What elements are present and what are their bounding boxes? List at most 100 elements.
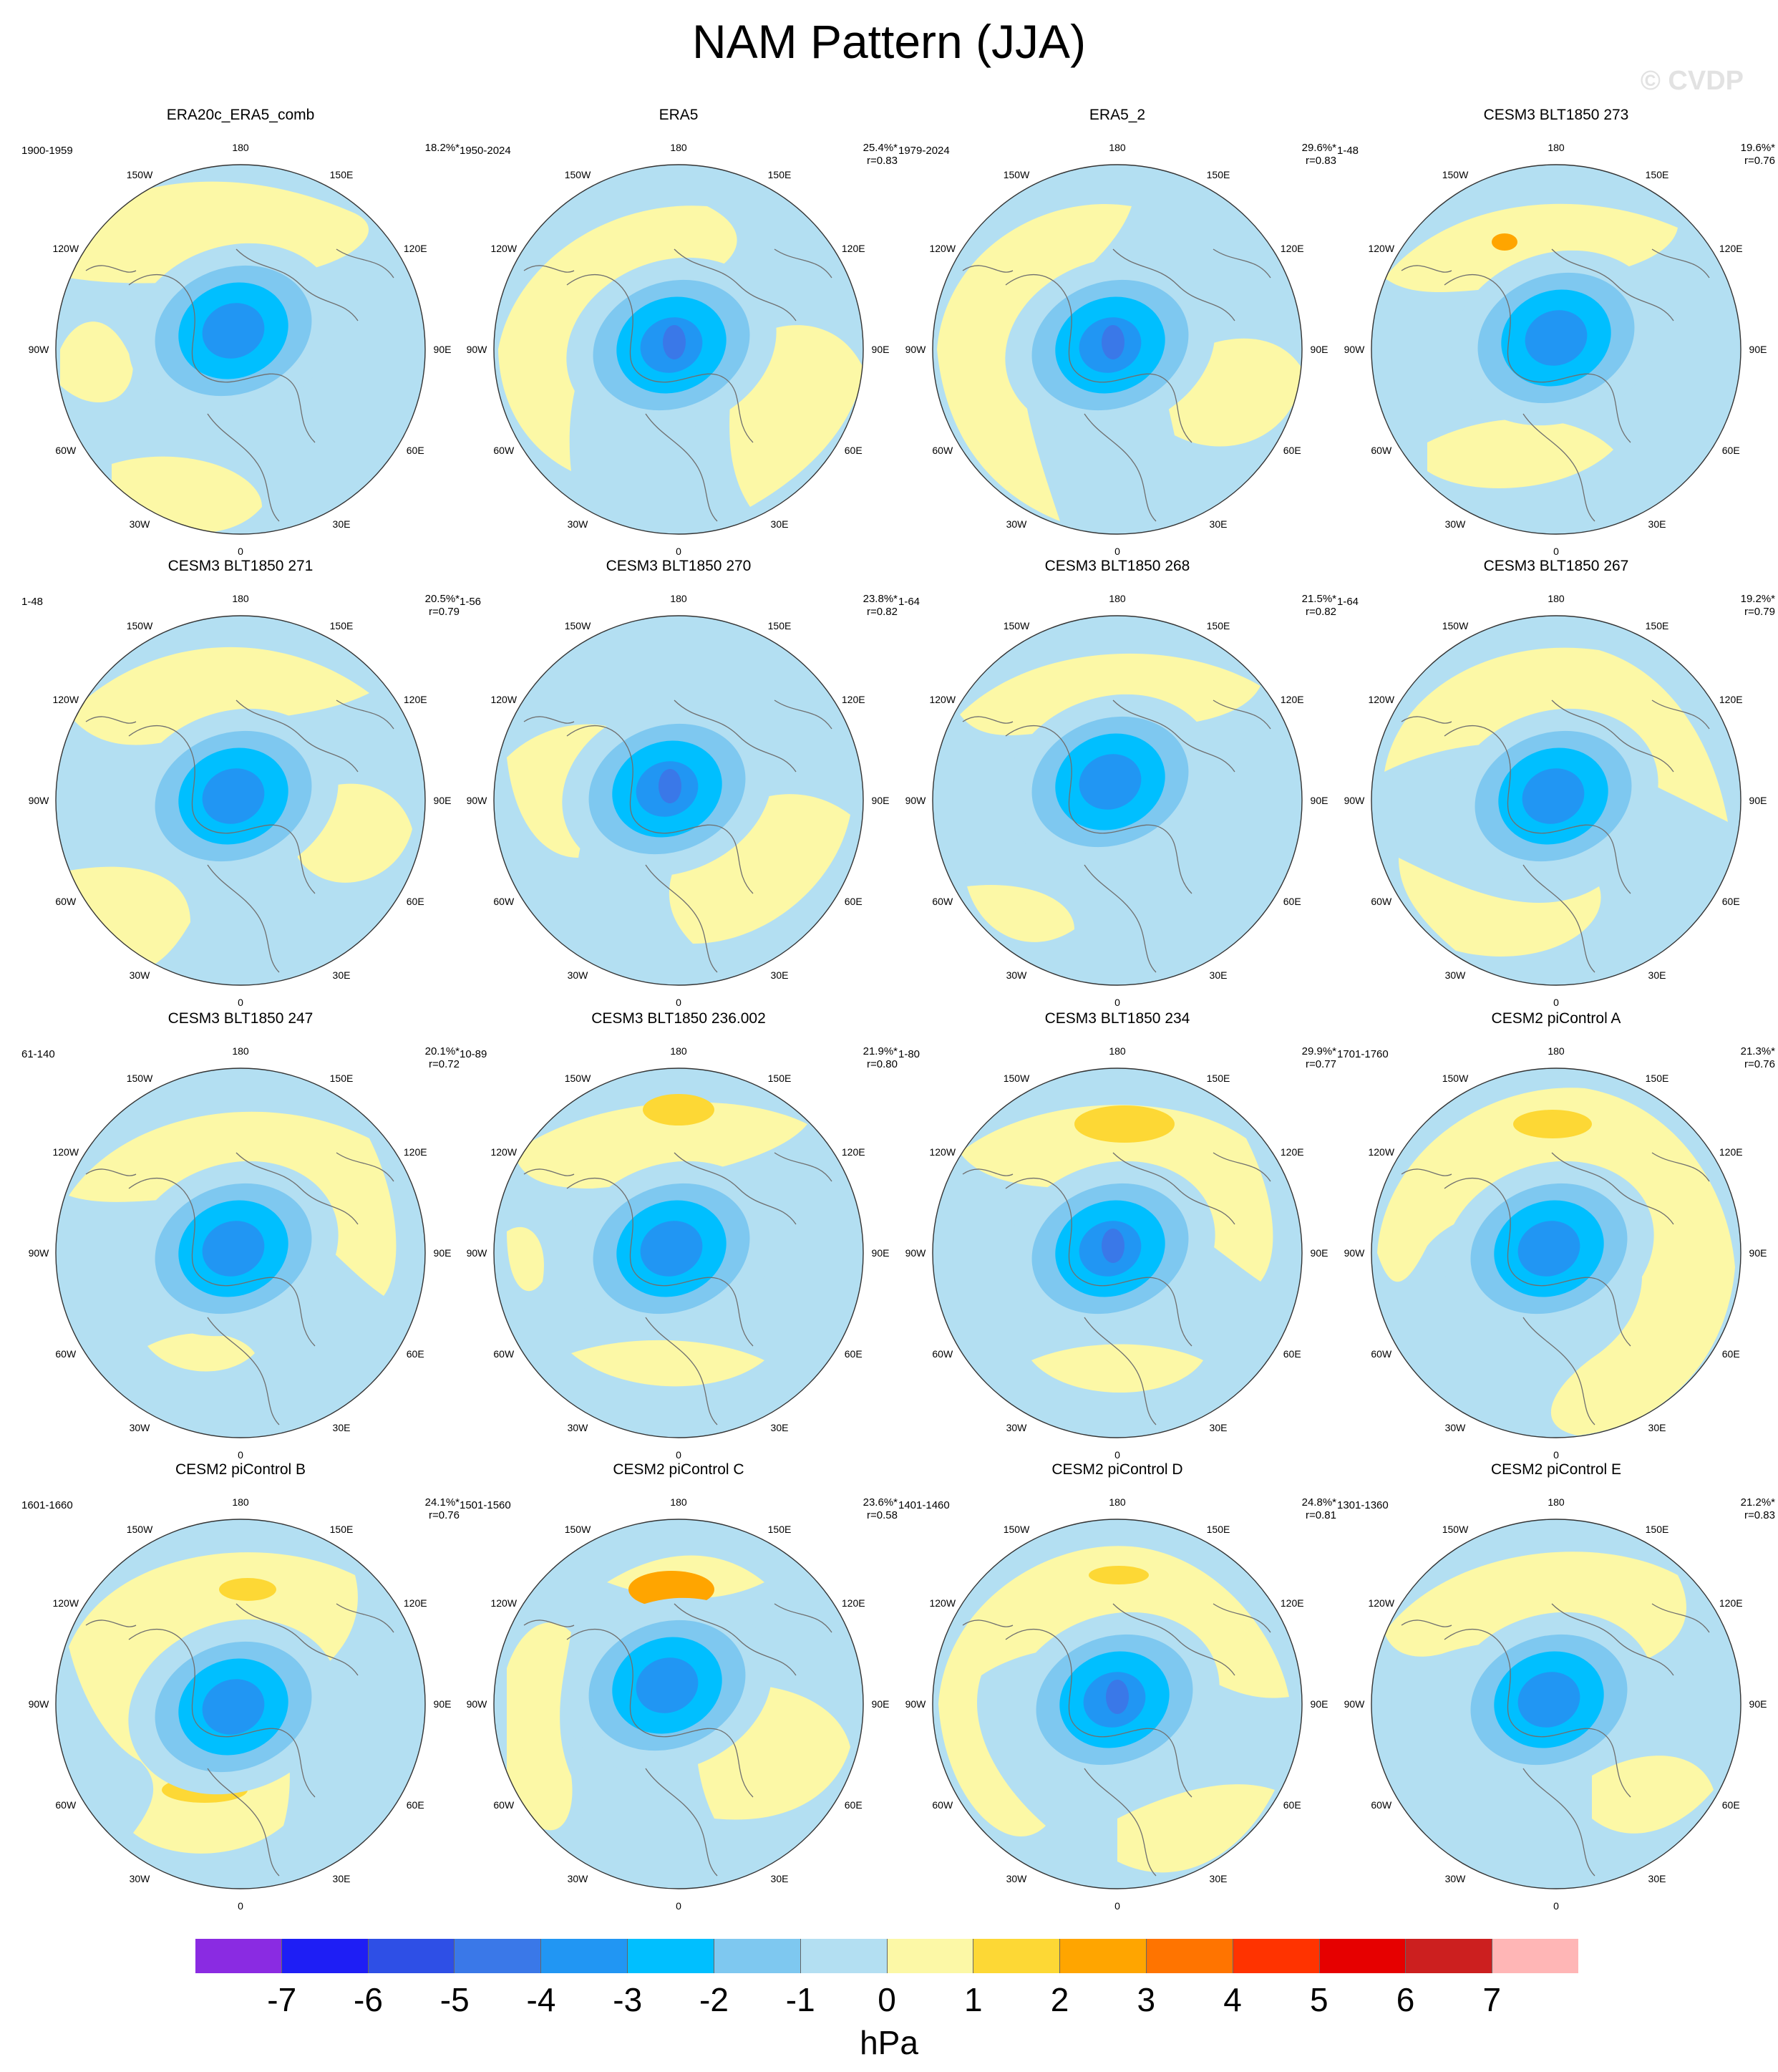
polar-map: [1371, 615, 1741, 986]
longitude-label: 30E: [332, 518, 351, 531]
longitude-label: 90E: [1310, 1247, 1328, 1259]
longitude-label: 60W: [932, 445, 953, 456]
panel-period: 1701-1760: [1337, 1048, 1389, 1060]
longitude-label: 60W: [932, 1348, 953, 1360]
map-border: [55, 1519, 426, 1889]
longitude-label: 60W: [55, 896, 77, 907]
panel-pattern-correlation: r=0.76: [1744, 1058, 1775, 1070]
longitude-label: 90W: [905, 1698, 926, 1710]
panel-variance-explained: 23.8%*: [863, 593, 898, 605]
positive-anomaly-region: [1074, 1105, 1175, 1143]
longitude-label: 180: [670, 593, 687, 604]
longitude-label: 0: [1114, 546, 1120, 557]
polar-map: [932, 615, 1303, 986]
longitude-label: 30W: [1006, 518, 1027, 531]
colorbar-swatch: [1406, 1939, 1493, 1973]
longitude-label: 60E: [1283, 896, 1301, 907]
map-panel: CESM3 BLT1850 273 1-48 19.6%* r=0.76 180 150E…: [1337, 106, 1775, 557]
map-border: [932, 1068, 1303, 1438]
longitude-label: 150E: [1645, 168, 1669, 180]
polar-map: [1371, 164, 1741, 535]
coastlines: [85, 248, 394, 522]
longitude-label: 30W: [129, 518, 150, 531]
longitude-label: 180: [232, 593, 249, 604]
longitude-label: 90E: [1749, 344, 1767, 355]
longitude-label: 0: [676, 997, 681, 1008]
longitude-label: 90E: [1749, 1698, 1767, 1710]
panel-period: 1-56: [460, 596, 482, 608]
coastlines: [1401, 699, 1710, 973]
colorbar-swatch: [1146, 1939, 1233, 1973]
longitude-label: 150E: [767, 1523, 792, 1535]
longitude-label: 120W: [52, 243, 79, 254]
longitude-label: 120W: [52, 1597, 79, 1609]
panel-period: 1601-1660: [21, 1499, 73, 1511]
longitude-label: 120E: [1280, 694, 1304, 705]
polar-map: [55, 1519, 426, 1889]
longitude-label: 120W: [1368, 1597, 1395, 1609]
negative-anomaly-contour: [1522, 768, 1585, 824]
panel-title: CESM3 BLT1850 267: [1483, 558, 1629, 574]
panel-variance-explained: 20.5%*: [424, 593, 460, 605]
panel-variance-explained: 23.6%*: [863, 1496, 898, 1509]
panel-period: 1401-1460: [898, 1499, 950, 1511]
coastlines: [523, 248, 832, 522]
longitude-label: 60E: [1721, 1348, 1740, 1360]
longitude-label: 30E: [332, 1422, 351, 1434]
longitude-label: 120E: [403, 694, 427, 705]
map-border: [1371, 164, 1741, 535]
panel-pattern-correlation: r=0.82: [867, 606, 898, 618]
longitude-label: 90W: [1344, 1247, 1365, 1259]
longitude-label: 150E: [329, 1523, 354, 1535]
longitude-label: 120W: [490, 243, 518, 254]
longitude-label: 60W: [1371, 896, 1392, 907]
longitude-label: 60E: [1721, 896, 1740, 907]
longitude-label: 150E: [1645, 619, 1669, 631]
map-border: [1371, 1519, 1741, 1889]
map-panel: ERA5 1950-2024 25.4%* r=0.83 180 150E 120E 90E 6…: [460, 106, 898, 557]
negative-anomaly-contour: [640, 1221, 703, 1277]
longitude-label: 120E: [841, 694, 865, 705]
figure-title: NAM Pattern (JJA): [691, 15, 1087, 68]
longitude-label: 60E: [1283, 1799, 1301, 1811]
map-panel: CESM3 BLT1850 271 1-48 20.5%* r=0.79 180 150E…: [21, 557, 460, 1008]
longitude-label: 90W: [905, 344, 926, 355]
positive-anomaly-region: [1427, 419, 1613, 488]
longitude-label: 60E: [1721, 445, 1740, 456]
map-panel: CESM2 piControl D 1401-1460 24.8%* r=0.81 18…: [898, 1461, 1336, 1912]
panel-pattern-correlation: r=0.80: [867, 1058, 898, 1070]
panel-variance-explained: 19.6%*: [1740, 142, 1775, 154]
longitude-label: 60E: [844, 1799, 863, 1811]
panel-pattern-correlation: r=0.58: [867, 1509, 898, 1521]
longitude-label: 90E: [871, 344, 890, 355]
coastlines: [1401, 1603, 1710, 1877]
map-panel: CESM2 piControl B 1601-1660 24.1%* r=0.76 18…: [21, 1461, 460, 1912]
longitude-label: 0: [238, 1900, 243, 1912]
longitude-label: 120E: [1719, 243, 1743, 254]
positive-anomaly-region: [69, 1111, 397, 1296]
colorbar-tick-label: -4: [526, 1981, 556, 2018]
longitude-label: 120W: [1368, 243, 1395, 254]
longitude-label: 150W: [1003, 619, 1030, 631]
longitude-label: 180: [670, 142, 687, 153]
panel-period: 1-48: [1337, 145, 1359, 157]
positive-anomaly-region: [69, 647, 369, 745]
panel-period: 1-80: [898, 1048, 920, 1060]
positive-anomaly-region: [571, 1340, 764, 1387]
panel-title: CESM2 piControl D: [1051, 1461, 1183, 1478]
positive-anomaly-region: [1117, 1784, 1275, 1873]
colorbar-swatch: [368, 1939, 455, 1973]
longitude-label: 90E: [1749, 1247, 1767, 1259]
longitude-label: 30E: [1209, 969, 1228, 982]
map-border: [932, 164, 1303, 535]
longitude-label: 60E: [406, 445, 424, 456]
panel-pattern-correlation: r=0.77: [1306, 1058, 1336, 1070]
positive-anomaly-region: [219, 1578, 276, 1601]
panel-title: ERA5: [659, 107, 699, 123]
longitude-label: 150W: [564, 168, 591, 180]
colorbar-swatch: [628, 1939, 714, 1973]
negative-anomaly-contour: [1079, 754, 1142, 810]
panel-period: 10-89: [460, 1048, 487, 1060]
map-panel: ERA20c_ERA5_comb 1900-1959 18.2%* 180 150E 12…: [21, 106, 460, 557]
longitude-label: 30W: [567, 518, 588, 531]
